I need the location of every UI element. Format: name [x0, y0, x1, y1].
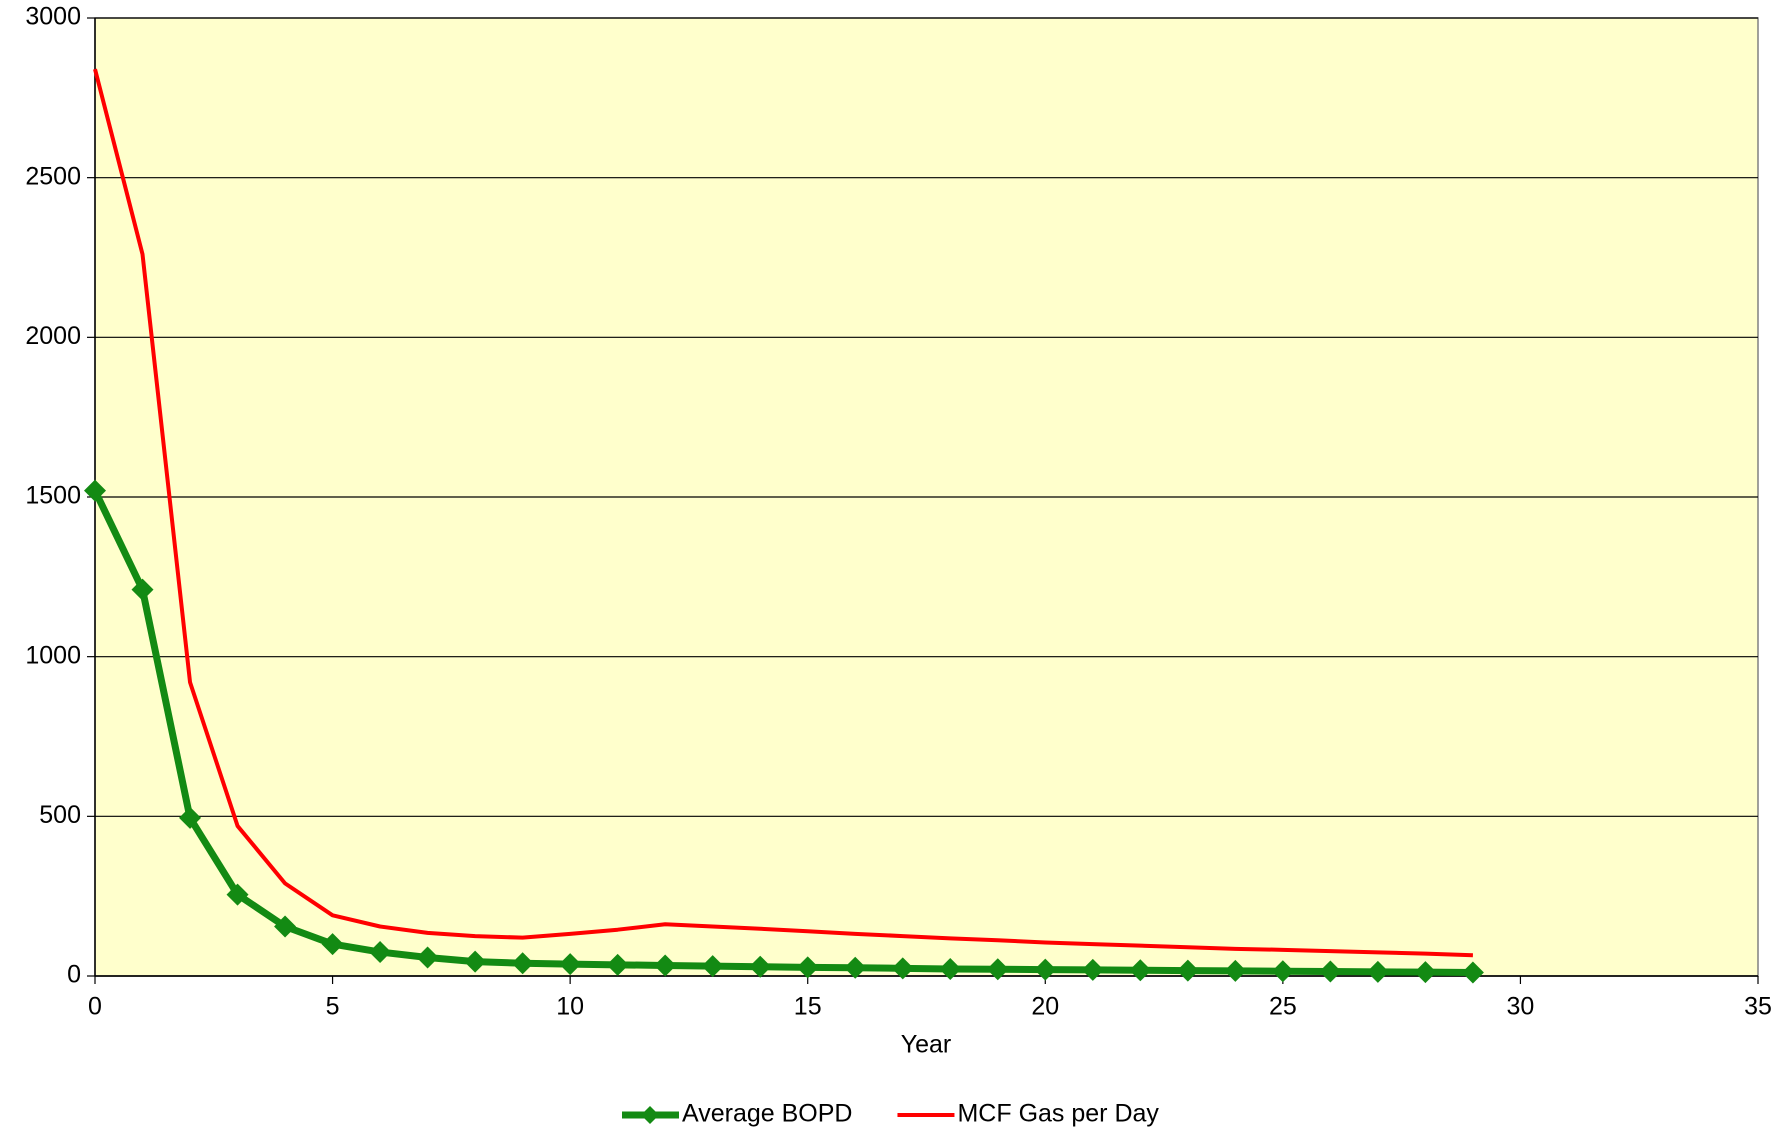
marker: [749, 955, 772, 978]
marker: [1366, 960, 1389, 983]
marker: [891, 957, 914, 980]
y-tick-label: 2500: [25, 162, 81, 190]
marker: [844, 956, 867, 979]
y-tick-label: 0: [67, 961, 81, 989]
marker: [464, 950, 487, 973]
marker: [1129, 959, 1152, 982]
x-tick-label: 0: [88, 993, 102, 1021]
x-tick-label: 15: [794, 993, 822, 1021]
legend-label: Average BOPD: [682, 1100, 852, 1127]
x-tick-label: 30: [1507, 993, 1535, 1021]
y-tick-label: 2000: [25, 322, 81, 350]
marker: [796, 956, 819, 979]
marker: [1271, 960, 1294, 983]
legend-label: MCF Gas per Day: [957, 1100, 1159, 1127]
x-tick-label: 10: [556, 993, 584, 1021]
marker: [1319, 960, 1342, 983]
marker: [606, 953, 629, 976]
legend: Average BOPD MCF Gas per Day: [622, 1100, 1159, 1127]
marker: [321, 933, 344, 956]
marker: [1176, 959, 1199, 982]
marker: [654, 954, 677, 977]
marker: [939, 957, 962, 980]
marker: [226, 883, 249, 906]
marker: [416, 946, 439, 969]
x-tick-label: 25: [1269, 993, 1297, 1021]
legend-marker: [641, 1106, 659, 1124]
marker: [986, 958, 1009, 981]
series-line: [93, 68, 1473, 958]
y-tick-label: 1000: [25, 641, 81, 669]
x-tick-label: 20: [1031, 993, 1059, 1021]
marker: [1414, 961, 1437, 984]
y-tick-label: 500: [39, 801, 81, 829]
marker: [1461, 961, 1484, 984]
marker: [511, 952, 534, 975]
x-tick-label: 5: [326, 993, 340, 1021]
marker: [131, 578, 154, 601]
y-tick-label: 1500: [25, 482, 81, 510]
marker: [1081, 958, 1104, 981]
marker: [701, 955, 724, 978]
marker: [1034, 958, 1057, 981]
marker: [274, 915, 297, 938]
x-axis-label: Year: [901, 1031, 952, 1059]
marker: [559, 953, 582, 976]
y-tick-label: 3000: [25, 3, 81, 31]
x-tick-label: 35: [1744, 993, 1772, 1021]
marker: [179, 806, 202, 829]
marker: [1224, 959, 1247, 982]
marker: [369, 941, 392, 964]
marker: [84, 479, 106, 502]
